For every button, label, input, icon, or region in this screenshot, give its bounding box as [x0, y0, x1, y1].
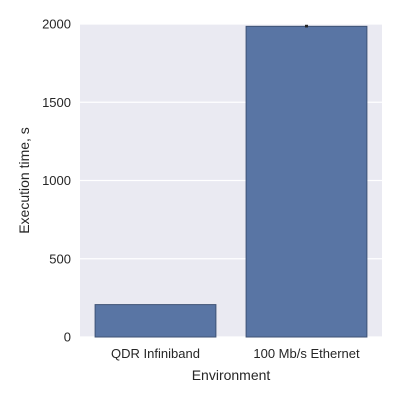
- y-tick-label: 1500: [42, 95, 71, 110]
- y-tick-label: 0: [64, 330, 71, 345]
- y-tick-labels: 0 500 1000 1500 2000: [42, 17, 71, 345]
- x-axis-label: Environment: [192, 367, 271, 383]
- x-tick-label: QDR Infiniband: [111, 346, 200, 361]
- y-tick-label: 500: [49, 251, 71, 266]
- y-axis-label: Execution time, s: [16, 127, 32, 234]
- x-tick-labels: QDR Infiniband 100 Mb/s Ethernet: [111, 346, 360, 361]
- y-tick-label: 2000: [42, 17, 71, 32]
- y-tick-label: 1000: [42, 173, 71, 188]
- x-tick-label: 100 Mb/s Ethernet: [253, 346, 360, 361]
- bars: [94, 25, 368, 338]
- bar: [245, 25, 368, 338]
- bar: [94, 304, 217, 338]
